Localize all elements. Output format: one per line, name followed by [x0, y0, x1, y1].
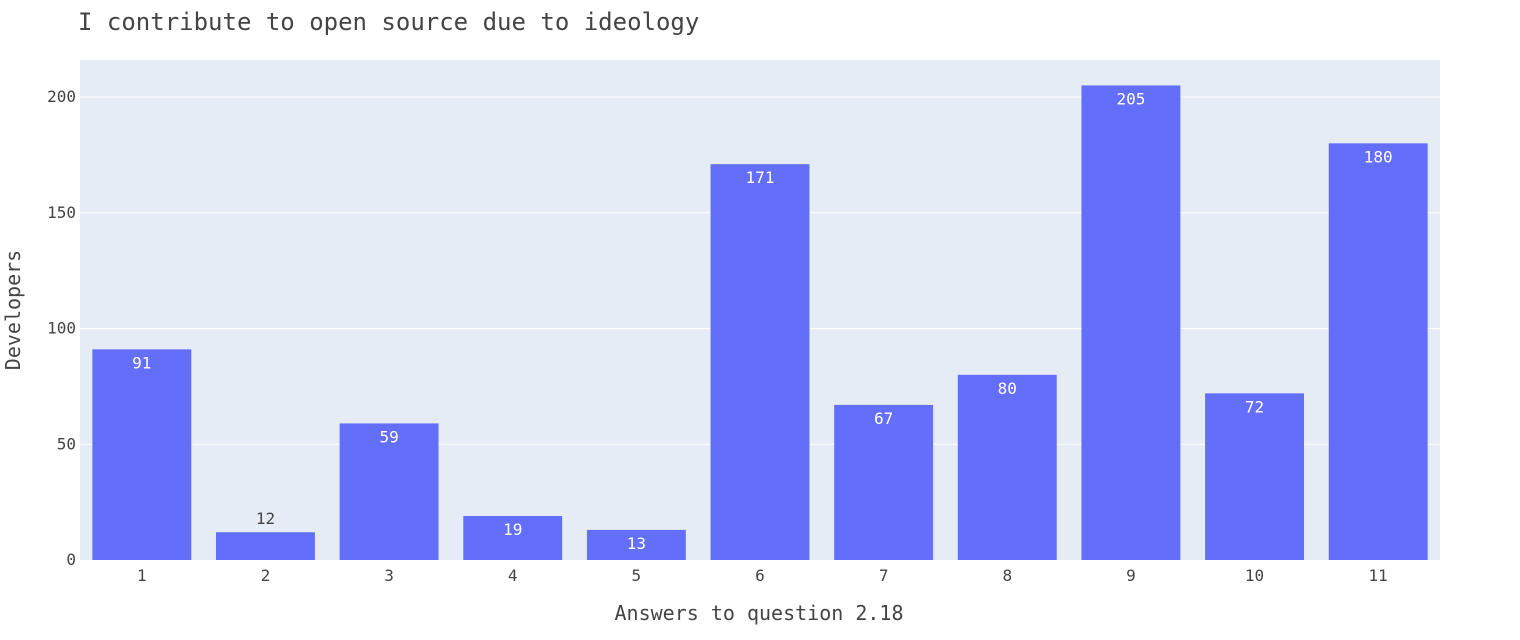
bar	[339, 423, 439, 560]
y-tick-label: 100	[47, 319, 76, 338]
bar	[1205, 393, 1304, 560]
bar-value-label: 171	[746, 168, 775, 187]
bar-value-label: 72	[1245, 397, 1264, 416]
bar	[92, 349, 192, 560]
chart-title: I contribute to open source due to ideol…	[78, 8, 699, 36]
bar	[1081, 85, 1181, 561]
bar-value-label: 12	[256, 509, 275, 528]
y-axis-title: Developers	[1, 250, 25, 370]
x-tick-label: 3	[384, 566, 394, 585]
bar-value-label: 19	[503, 520, 522, 539]
bar-value-label: 205	[1116, 89, 1145, 108]
bar-value-label: 59	[379, 427, 398, 446]
y-tick-label: 200	[47, 87, 76, 106]
x-tick-label: 1	[137, 566, 147, 585]
x-tick-label: 10	[1245, 566, 1264, 585]
x-axis-ticks: 1 2 3 4 5 6 7 8 9 10 11	[137, 566, 1388, 585]
bar	[957, 374, 1057, 560]
x-tick-label: 9	[1126, 566, 1136, 585]
x-tick-label: 11	[1369, 566, 1388, 585]
x-tick-label: 2	[261, 566, 271, 585]
bars: 91 12 59 19 13 171 67 80 205 72 180	[92, 85, 1428, 561]
bar-value-label: 67	[874, 409, 893, 428]
bar	[216, 532, 315, 560]
bar	[834, 404, 934, 560]
x-axis-title: Answers to question 2.18	[615, 601, 904, 625]
x-tick-label: 8	[1002, 566, 1012, 585]
bar-value-label: 180	[1364, 147, 1393, 166]
y-tick-label: 50	[57, 434, 76, 453]
bar-value-label: 13	[627, 534, 646, 553]
bar-value-label: 91	[132, 353, 151, 372]
y-tick-label: 150	[47, 203, 76, 222]
y-axis-ticks: 0 50 100 150 200	[47, 87, 76, 569]
x-tick-label: 4	[508, 566, 518, 585]
bar	[1328, 143, 1428, 561]
x-tick-label: 5	[632, 566, 642, 585]
bar	[586, 529, 686, 560]
bar	[710, 164, 810, 560]
bar	[463, 516, 563, 560]
y-tick-label: 0	[66, 550, 76, 569]
x-tick-label: 6	[755, 566, 765, 585]
x-tick-label: 7	[879, 566, 889, 585]
bar-value-label: 80	[998, 379, 1017, 398]
